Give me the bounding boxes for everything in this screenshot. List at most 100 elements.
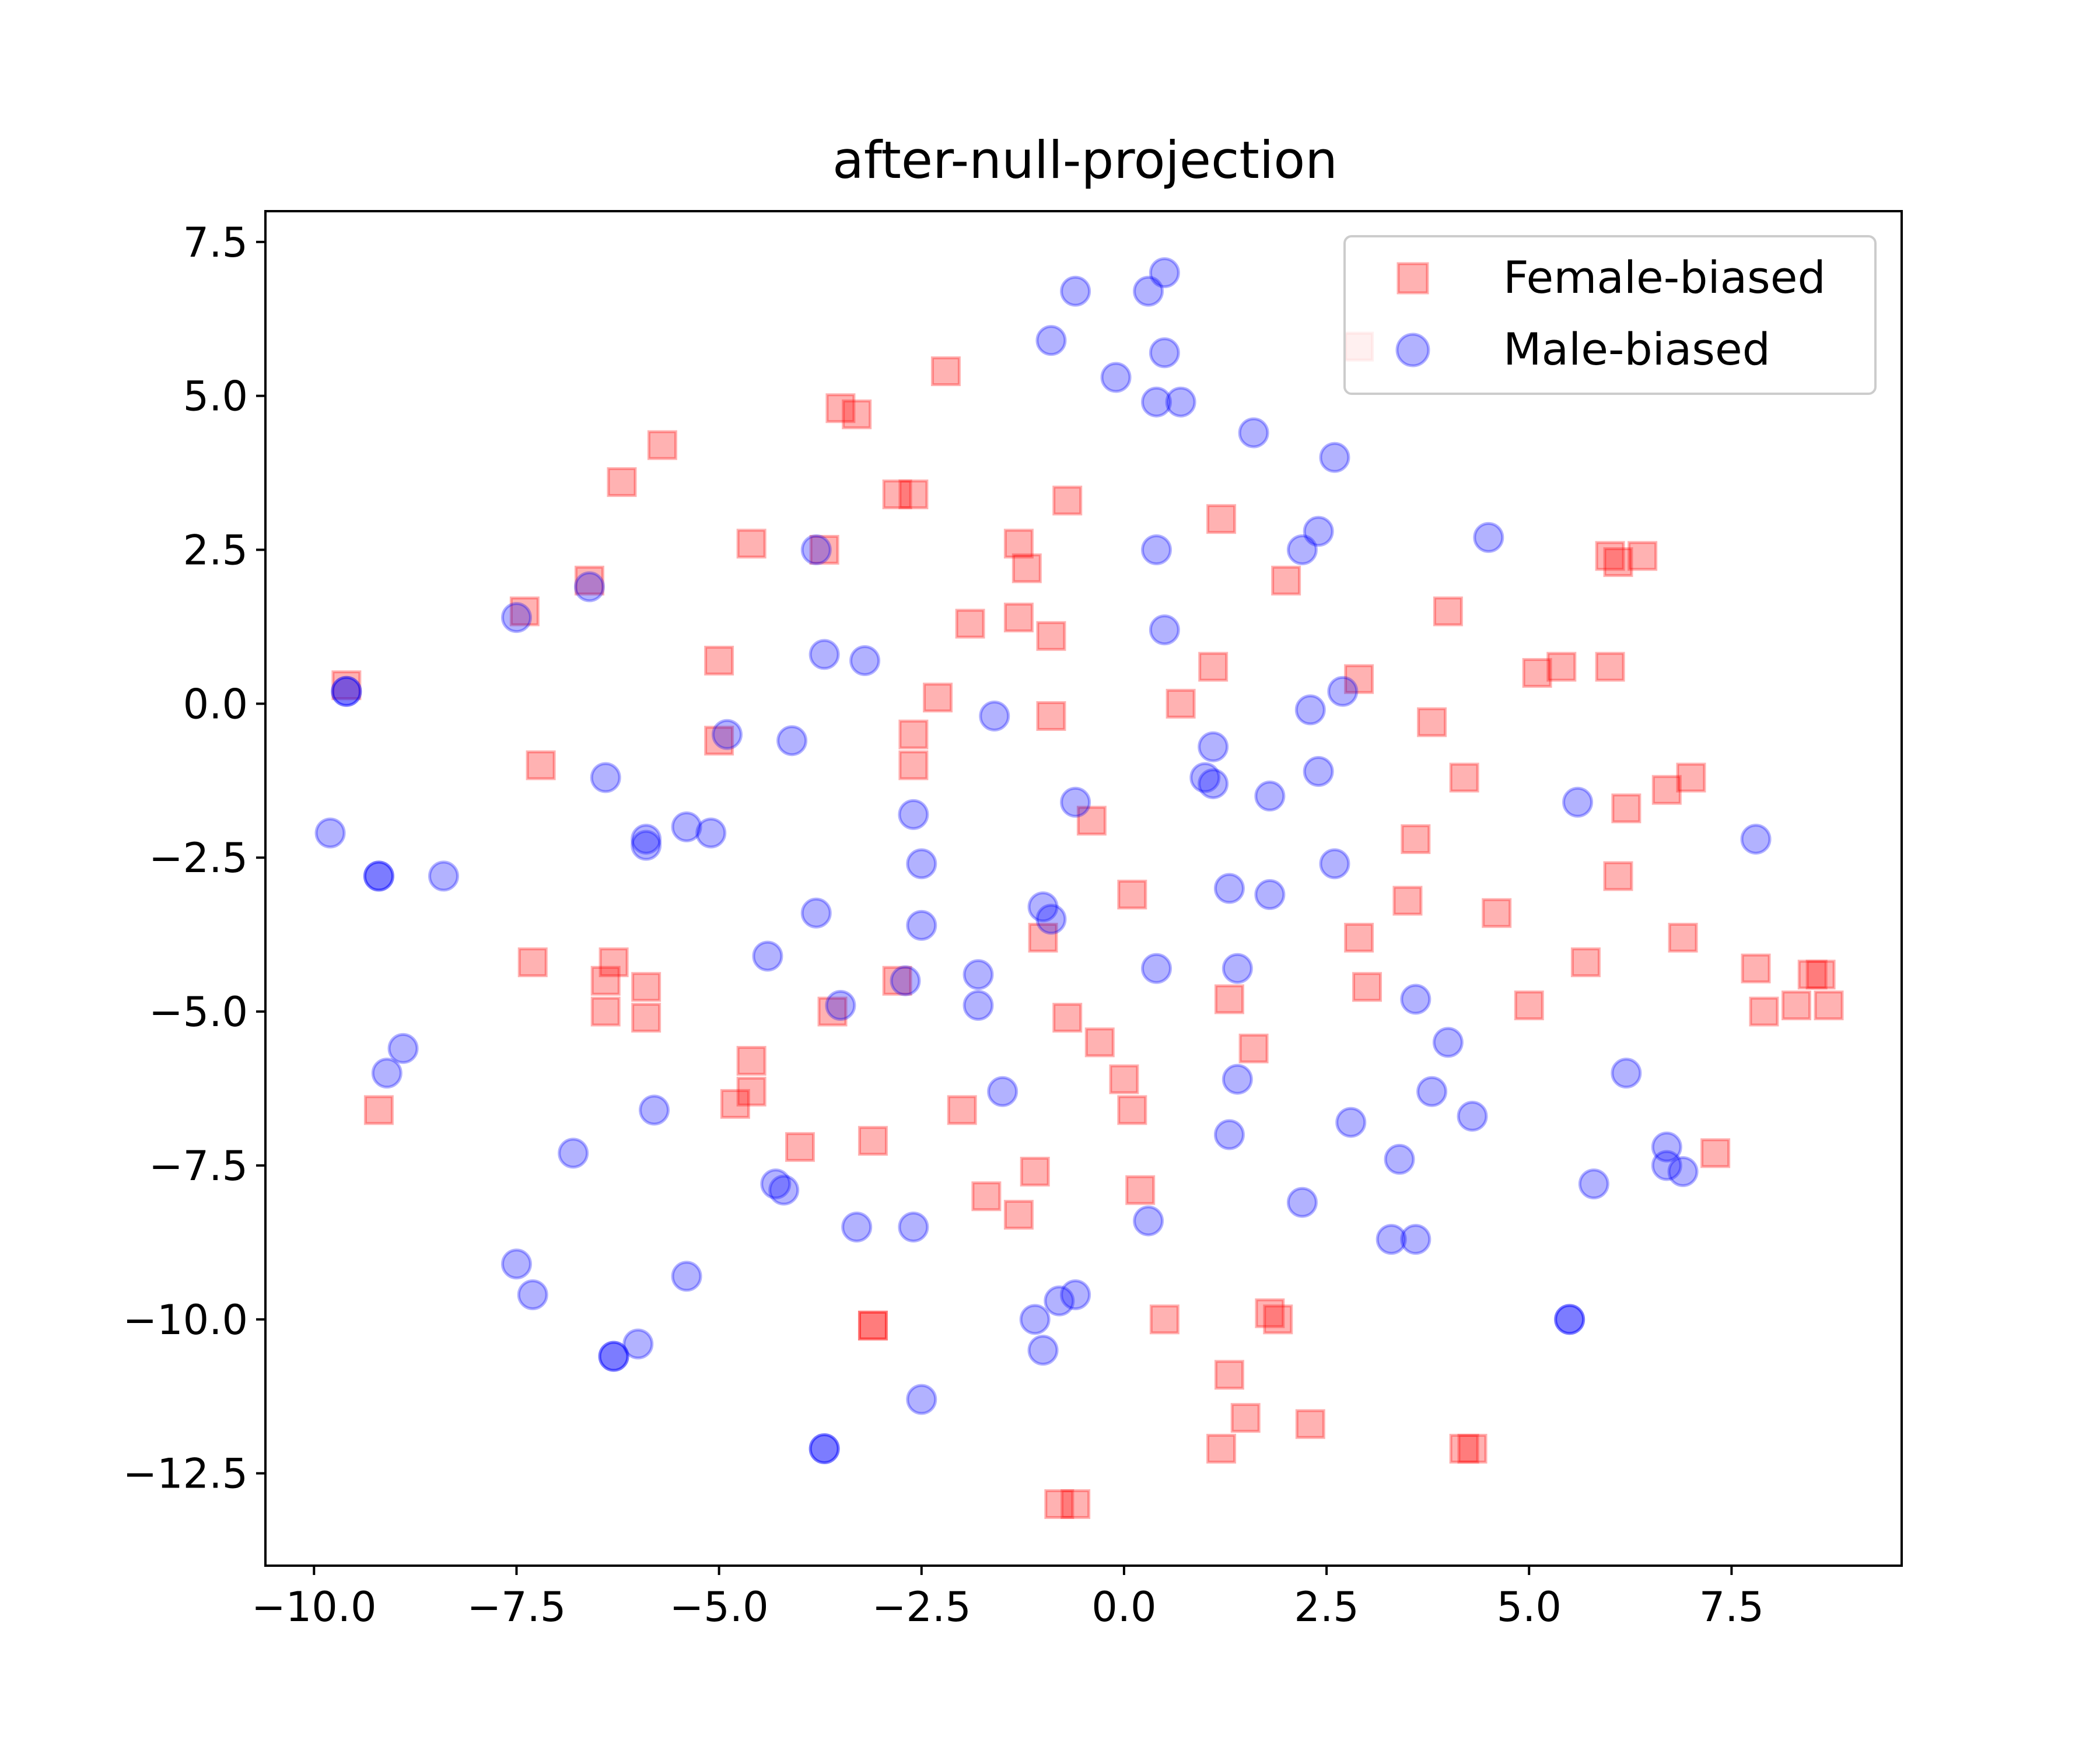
male-point bbox=[1140, 953, 1172, 984]
female-point bbox=[1514, 991, 1544, 1021]
male-point bbox=[800, 534, 832, 565]
male-point bbox=[1044, 1285, 1075, 1317]
female-point bbox=[736, 1076, 766, 1107]
male-point bbox=[671, 811, 702, 842]
y-tick-label: 7.5 bbox=[183, 219, 248, 267]
y-tick-label: 0.0 bbox=[183, 680, 248, 728]
female-point bbox=[1814, 991, 1844, 1021]
female-point bbox=[1392, 886, 1423, 916]
male-point bbox=[1286, 1186, 1318, 1218]
female-point bbox=[1060, 1489, 1091, 1519]
female-point bbox=[1003, 603, 1034, 633]
male-point bbox=[1319, 442, 1350, 473]
male-point bbox=[1667, 1156, 1699, 1188]
y-tick-label: −10.0 bbox=[123, 1296, 248, 1344]
female-point bbox=[1603, 547, 1633, 578]
female-point bbox=[825, 393, 856, 424]
male-point bbox=[314, 817, 346, 849]
male-point bbox=[371, 1058, 402, 1089]
male-point bbox=[906, 909, 937, 941]
male-point bbox=[1651, 1131, 1682, 1163]
male-point bbox=[1060, 275, 1091, 307]
female-point bbox=[1546, 652, 1577, 682]
male-point bbox=[501, 1248, 532, 1280]
female-point bbox=[882, 480, 912, 510]
male-point bbox=[501, 602, 532, 634]
male-point bbox=[671, 1261, 702, 1292]
female-point bbox=[1036, 621, 1066, 651]
female-point bbox=[1344, 922, 1374, 953]
male-point bbox=[1562, 786, 1594, 818]
female-point bbox=[923, 682, 953, 713]
x-tick-label: 2.5 bbox=[1294, 1583, 1359, 1631]
female-point bbox=[1700, 1138, 1731, 1168]
female-point bbox=[1522, 658, 1552, 688]
female-point bbox=[1417, 707, 1447, 737]
male-point bbox=[1554, 1304, 1586, 1335]
male-point bbox=[331, 676, 362, 707]
male-point bbox=[800, 897, 832, 929]
female-point bbox=[526, 750, 556, 780]
female-point bbox=[1003, 1199, 1034, 1230]
series-female-biased bbox=[331, 331, 1844, 1519]
male-point bbox=[1100, 362, 1132, 393]
male-point bbox=[1384, 1143, 1415, 1175]
male-point bbox=[898, 799, 929, 830]
female-point bbox=[1206, 504, 1237, 534]
female-point bbox=[1676, 762, 1706, 793]
male-point bbox=[1740, 824, 1772, 855]
male-point bbox=[598, 1340, 629, 1372]
female-point bbox=[1109, 1064, 1139, 1094]
female-point bbox=[1214, 1360, 1244, 1390]
male-point bbox=[1149, 257, 1180, 289]
male-point bbox=[979, 700, 1010, 732]
female-point bbox=[1166, 688, 1196, 719]
female-point bbox=[1628, 541, 1658, 571]
legend-female-label: Female-biased bbox=[1503, 251, 1826, 303]
male-point bbox=[1400, 1224, 1432, 1255]
y-tick-label: 2.5 bbox=[183, 527, 248, 575]
female-point bbox=[1482, 898, 1512, 928]
female-point bbox=[1125, 1175, 1156, 1205]
female-point bbox=[363, 1095, 394, 1125]
male-point bbox=[631, 830, 662, 861]
male-point bbox=[631, 824, 662, 855]
male-point bbox=[987, 1076, 1019, 1107]
male-point bbox=[963, 959, 994, 991]
plot-frame bbox=[264, 210, 1903, 1567]
male-point bbox=[1376, 1224, 1407, 1255]
female-point bbox=[704, 645, 734, 676]
female-point bbox=[898, 750, 929, 780]
female-point bbox=[1052, 1003, 1083, 1033]
legend-box bbox=[1343, 235, 1877, 395]
male-point bbox=[1335, 1107, 1367, 1138]
male-point bbox=[1327, 676, 1359, 707]
male-point bbox=[1060, 1279, 1091, 1311]
male-point bbox=[841, 1212, 873, 1242]
male-point bbox=[1432, 1027, 1464, 1058]
male-point bbox=[573, 571, 605, 603]
male-point bbox=[1254, 780, 1286, 812]
male-point bbox=[1035, 904, 1067, 935]
male-point bbox=[898, 1212, 929, 1242]
female-point bbox=[631, 1003, 662, 1033]
y-axis: 7.5 5.0 2.5 0.0 −2.5 −5.0 −7.5 −10.0 −12.5 bbox=[123, 219, 265, 1498]
male-point bbox=[906, 848, 937, 880]
male-point bbox=[768, 1174, 800, 1206]
female-point bbox=[1238, 1033, 1269, 1063]
x-tick-label: −2.5 bbox=[872, 1583, 971, 1631]
female-point bbox=[1230, 1403, 1261, 1433]
male-point bbox=[622, 1328, 654, 1360]
male-point bbox=[695, 817, 727, 849]
male-point bbox=[906, 1384, 937, 1415]
male-point bbox=[1254, 879, 1286, 911]
legend-male-label: Male-biased bbox=[1503, 323, 1770, 375]
female-point bbox=[647, 430, 677, 460]
male-point bbox=[1213, 873, 1245, 904]
male-point bbox=[1416, 1076, 1448, 1107]
female-point bbox=[331, 670, 362, 701]
male-point bbox=[1198, 731, 1229, 762]
female-point bbox=[1003, 528, 1034, 559]
x-tick-label: −7.5 bbox=[467, 1583, 566, 1631]
